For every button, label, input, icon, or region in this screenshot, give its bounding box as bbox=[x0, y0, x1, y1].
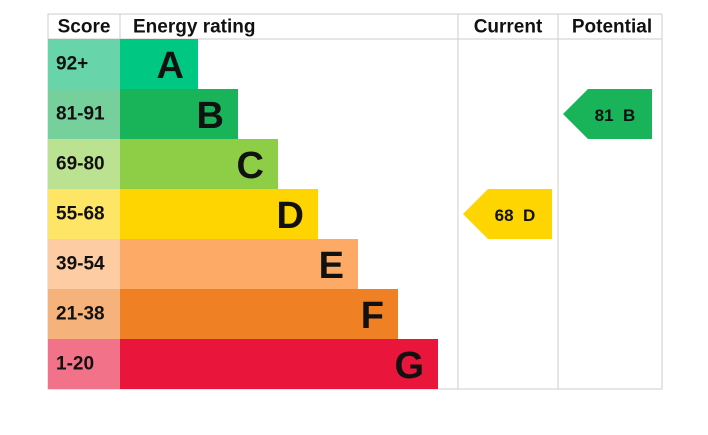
potential-arrow bbox=[563, 89, 652, 139]
score-cell bbox=[48, 139, 120, 189]
rating-bar bbox=[120, 139, 278, 189]
rating-letter: D bbox=[277, 195, 304, 237]
rating-bar bbox=[120, 289, 398, 339]
rating-bar bbox=[120, 339, 438, 389]
score-label: 39-54 bbox=[56, 254, 105, 275]
header-energy: Energy rating bbox=[133, 17, 255, 38]
header-score: Score bbox=[58, 17, 111, 38]
rating-letter: B bbox=[197, 95, 224, 137]
header-potential: Potential bbox=[572, 17, 652, 38]
potential-value: 81 bbox=[595, 106, 614, 125]
rating-bar bbox=[120, 89, 238, 139]
score-cell bbox=[48, 239, 120, 289]
rating-bar bbox=[120, 189, 318, 239]
rating-bar bbox=[120, 39, 198, 89]
score-label: 69-80 bbox=[56, 154, 105, 175]
potential-label: 81 B bbox=[595, 106, 636, 125]
score-cell bbox=[48, 339, 120, 389]
rating-letter: C bbox=[237, 145, 264, 187]
score-label: 1-20 bbox=[56, 354, 94, 375]
score-cell bbox=[48, 189, 120, 239]
rating-letter: A bbox=[157, 45, 184, 87]
score-label: 92+ bbox=[56, 54, 88, 75]
rating-letter: G bbox=[394, 345, 424, 387]
rating-bar bbox=[120, 239, 358, 289]
current-value: 68 bbox=[495, 206, 514, 225]
score-cell bbox=[48, 39, 120, 89]
score-cell bbox=[48, 89, 120, 139]
rating-letter: E bbox=[319, 245, 344, 287]
header-current: Current bbox=[474, 17, 543, 38]
score-label: 21-38 bbox=[56, 304, 105, 325]
score-label: 81-91 bbox=[56, 104, 105, 125]
rating-letter: F bbox=[361, 295, 384, 337]
current-label: 68 D bbox=[495, 206, 536, 225]
current-arrow bbox=[463, 189, 552, 239]
score-label: 55-68 bbox=[56, 204, 105, 225]
score-cell bbox=[48, 289, 120, 339]
current-rating: D bbox=[523, 206, 535, 225]
potential-rating: B bbox=[623, 106, 635, 125]
